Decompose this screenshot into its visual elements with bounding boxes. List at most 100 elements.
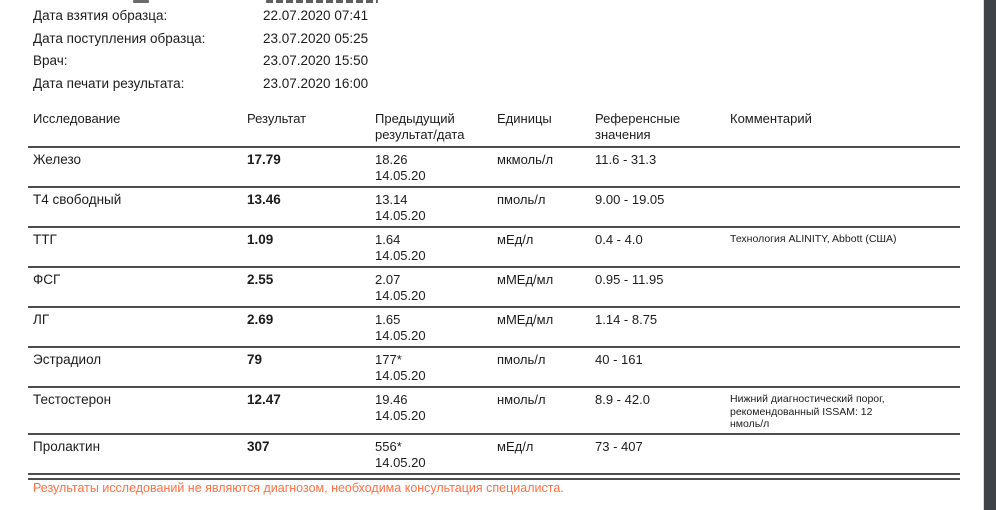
previous-result-cell: 1.65 14.05.20 bbox=[375, 307, 497, 347]
previous-result-cell: 13.14 14.05.20 bbox=[375, 187, 497, 227]
table-row: ТТГ 1.09 1.64 14.05.20 мЕд/л 0.4 - 4.0 Т… bbox=[28, 227, 960, 267]
previous-date: 14.05.20 bbox=[375, 328, 426, 343]
comment-text: Технология ALINITY, Abbott (США) bbox=[730, 233, 897, 245]
comment-cell bbox=[730, 434, 960, 473]
previous-date: 14.05.20 bbox=[375, 248, 426, 263]
previous-date: 14.05.20 bbox=[375, 408, 426, 423]
meta-label: Дата взятия образца: bbox=[33, 8, 168, 23]
previous-value: 13.14 bbox=[375, 192, 408, 207]
clipped-previous-line-fragment bbox=[266, 0, 378, 3]
reference-range-cell: 0.95 - 11.95 bbox=[595, 272, 664, 287]
previous-result-cell: 18.26 14.05.20 bbox=[375, 147, 497, 187]
column-header: Результат bbox=[247, 111, 307, 126]
meta-row-sample-received: Дата поступления образца: 23.07.2020 05:2… bbox=[33, 28, 368, 51]
meta-value: 23.07.2020 05:25 bbox=[263, 30, 369, 46]
column-header: Предыдущий результат/дата bbox=[375, 111, 465, 142]
results-table-container: Исследование Результат Предыдущий результа… bbox=[28, 108, 960, 480]
result-cell: 2.69 bbox=[247, 312, 274, 327]
test-name-cell: ТТГ bbox=[33, 232, 57, 247]
table-row: ЛГ 2.69 1.65 14.05.20 мМЕд/мл 1.14 - 8.7… bbox=[28, 307, 960, 347]
column-header: Референсные значения bbox=[595, 111, 681, 142]
reference-range-cell: 9.00 - 19.05 bbox=[595, 192, 665, 207]
test-name-cell: Железо bbox=[33, 152, 81, 167]
reference-range-cell: 0.4 - 4.0 bbox=[595, 232, 643, 247]
comment-cell bbox=[730, 267, 960, 307]
meta-value: 23.07.2020 15:50 bbox=[263, 53, 369, 69]
window-right-edge bbox=[983, 0, 996, 510]
reference-range-cell: 40 - 161 bbox=[595, 352, 643, 367]
meta-label: Дата печати результата: bbox=[33, 75, 185, 91]
result-cell: 307 bbox=[247, 438, 270, 454]
result-cell: 2.55 bbox=[247, 272, 274, 287]
column-header: Единицы bbox=[497, 111, 552, 126]
comment-cell: Технология ALINITY, Abbott (США) bbox=[730, 227, 960, 267]
result-cell: 17.79 bbox=[247, 152, 281, 167]
previous-value: 556* bbox=[375, 438, 402, 454]
meta-label: Врач: bbox=[33, 53, 68, 69]
previous-result-cell: 177* 14.05.20 bbox=[375, 347, 497, 387]
result-cell: 1.09 bbox=[247, 232, 274, 247]
reference-range-cell: 1.14 - 8.75 bbox=[595, 312, 658, 327]
previous-value: 2.07 bbox=[375, 272, 401, 287]
comment-cell bbox=[730, 187, 960, 227]
table-row: Железо 17.79 18.26 14.05.20 мкмоль/л 11.… bbox=[28, 147, 960, 187]
table-row: ФСГ 2.55 2.07 14.05.20 мМЕд/мл 0.95 - 11… bbox=[28, 267, 960, 307]
column-header: Исследование bbox=[33, 111, 121, 126]
previous-result-cell: 19.46 14.05.20 bbox=[375, 387, 497, 434]
test-name-cell: ФСГ bbox=[33, 272, 61, 287]
column-header: Комментарий bbox=[730, 111, 812, 126]
previous-date: 14.05.20 bbox=[375, 168, 426, 183]
result-cell: 13.46 bbox=[247, 192, 281, 207]
meta-row-print-date: Дата печати результата: 23.07.2020 16:00 bbox=[33, 73, 368, 96]
units-cell: мМЕд/мл bbox=[497, 312, 554, 327]
meta-row-sample-taken: Дата взятия образца: 22.07.2020 07:41 bbox=[33, 5, 368, 28]
previous-value: 1.64 bbox=[375, 232, 401, 247]
units-cell: мЕд/л bbox=[497, 232, 534, 247]
comment-cell bbox=[730, 147, 960, 187]
previous-result-cell: 2.07 14.05.20 bbox=[375, 267, 497, 307]
previous-result-cell: 556* 14.05.20 bbox=[375, 434, 497, 473]
table-row: Эстрадиол 79 177* 14.05.20 пмоль/л 40 - … bbox=[28, 347, 960, 387]
previous-value: 19.46 bbox=[375, 392, 408, 407]
test-name-cell: Тестостерон bbox=[33, 392, 112, 407]
result-cell: 12.47 bbox=[247, 392, 281, 407]
previous-value: 1.65 bbox=[375, 312, 401, 327]
meta-row-doctor: Врач: 23.07.2020 15:50 bbox=[33, 50, 368, 73]
table-bottom-rule bbox=[28, 472, 960, 480]
reference-range-cell: 73 - 407 bbox=[595, 438, 643, 454]
comment-cell: Нижний диагностический порог, рекомендов… bbox=[730, 387, 960, 434]
test-name-cell: Т4 свободный bbox=[33, 192, 122, 207]
previous-date: 14.05.20 bbox=[375, 368, 426, 383]
previous-date: 14.05.20 bbox=[375, 288, 426, 303]
reference-range-cell: 8.9 - 42.0 bbox=[595, 392, 650, 407]
units-cell: нмоль/л bbox=[497, 392, 546, 407]
test-name-cell: ЛГ bbox=[33, 312, 50, 327]
table-row: Тестостерон 12.47 19.46 14.05.20 нмоль/л… bbox=[28, 387, 960, 434]
meta-label: Дата поступления образца: bbox=[33, 30, 206, 46]
comment-cell bbox=[730, 307, 960, 347]
previous-date: 14.05.20 bbox=[375, 208, 426, 223]
table-header-row: Исследование Результат Предыдущий результа… bbox=[28, 108, 960, 147]
comment-text: Нижний диагностический порог, рекомендов… bbox=[730, 393, 885, 430]
units-cell: мкмоль/л bbox=[497, 152, 554, 167]
test-name-cell: Пролактин bbox=[33, 438, 101, 454]
results-table: Исследование Результат Предыдущий результа… bbox=[28, 108, 960, 473]
disclaimer-text: Результаты исследований не являются диаг… bbox=[33, 481, 564, 495]
meta-value: 22.07.2020 07:41 bbox=[263, 8, 369, 23]
test-name-cell: Эстрадиол bbox=[33, 352, 102, 367]
previous-result-cell: 1.64 14.05.20 bbox=[375, 227, 497, 267]
previous-value: 177* bbox=[375, 352, 402, 367]
result-cell: 79 bbox=[247, 352, 263, 367]
meta-value: 23.07.2020 16:00 bbox=[263, 75, 369, 91]
previous-value: 18.26 bbox=[375, 152, 408, 167]
units-cell: мЕд/л bbox=[497, 438, 534, 454]
table-row: Т4 свободный 13.46 13.14 14.05.20 пмоль/… bbox=[28, 187, 960, 227]
reference-range-cell: 11.6 - 31.3 bbox=[595, 152, 657, 167]
clipped-previous-line-fragment bbox=[133, 0, 149, 3]
report-metadata: Дата взятия образца: 22.07.2020 07:41 Дат… bbox=[33, 5, 368, 95]
units-cell: мМЕд/мл bbox=[497, 272, 554, 287]
comment-cell bbox=[730, 347, 960, 387]
units-cell: пмоль/л bbox=[497, 192, 546, 207]
units-cell: пмоль/л bbox=[497, 352, 546, 367]
